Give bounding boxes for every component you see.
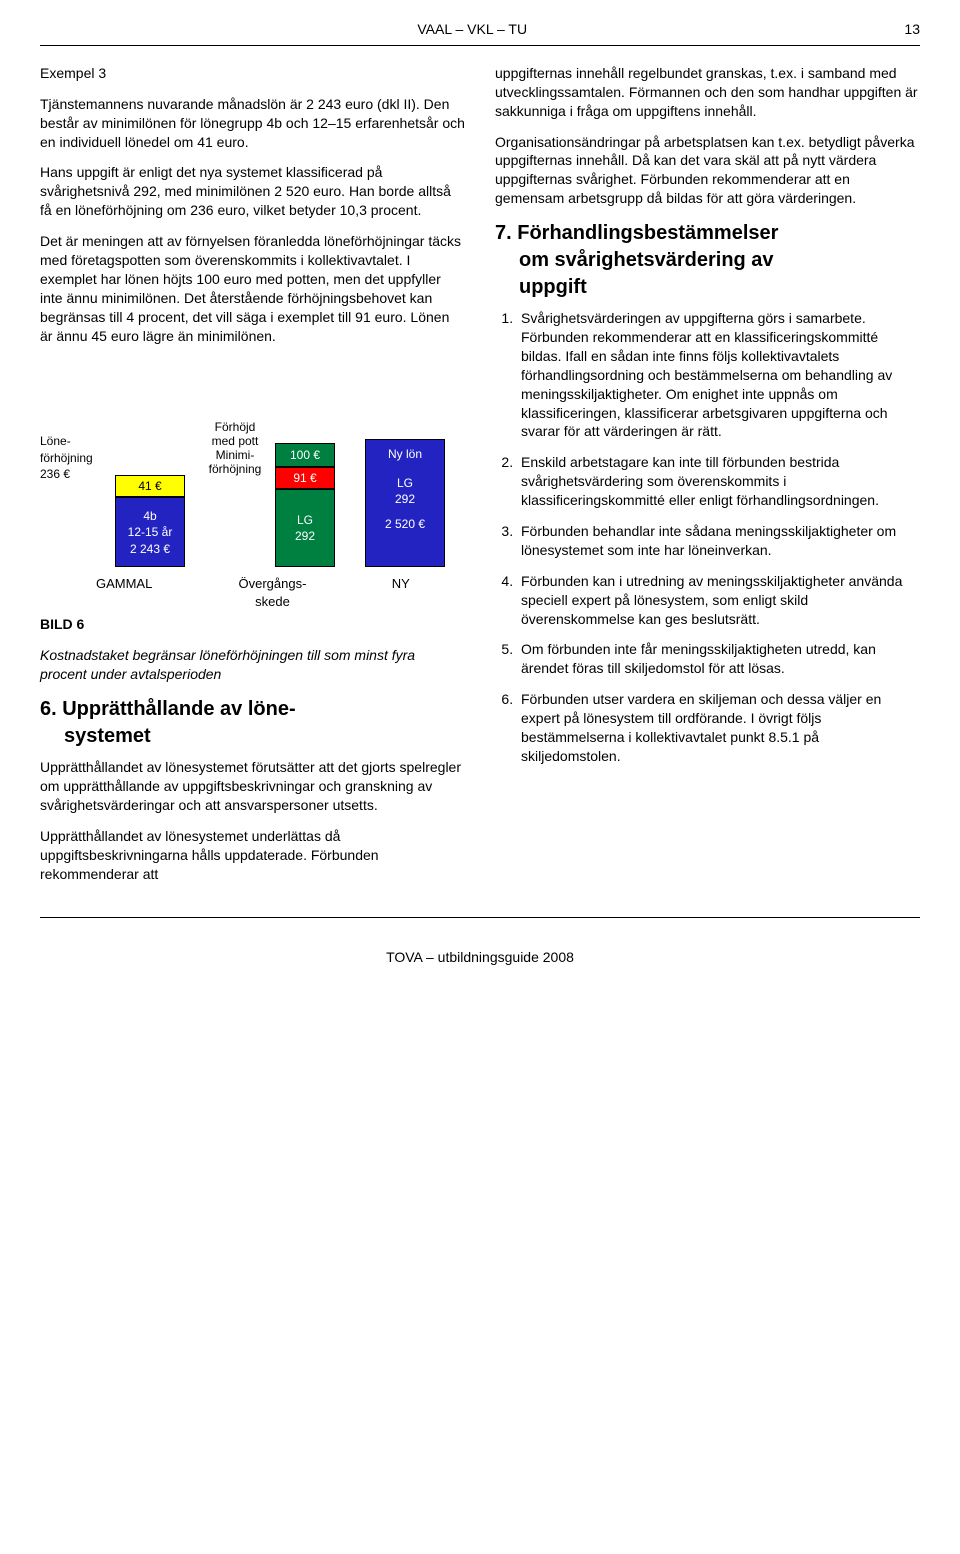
dg-box-lg-l2: 292 [295,528,315,544]
dg-box-right: Ny lön LG 292 2 520 € [365,439,445,567]
dg-box-4b-l1: 4b [143,508,156,524]
sec7-item-1: Svårighetsvärderingen av uppgifterna gör… [517,309,920,441]
dg-box-91: 91 € [275,467,335,489]
footer-rule [40,917,920,918]
right-column: uppgifternas innehåll regelbundet gransk… [495,64,920,896]
salary-diagram: Löne- förhöjning 236 € 41 € 4b 12-15 år … [40,357,465,607]
sec7-item-5: Om förbunden inte får meningsskiljaktigh… [517,640,920,678]
dg-box-41-text: 41 € [138,478,161,494]
dg-box-lg-l1: LG [297,512,313,528]
dg-box-41: 41 € [115,475,185,497]
sec7-item-3: Förbunden behandlar inte sådana meningss… [517,522,920,560]
sec7-item-6: Förbunden utser vardera en skiljeman och… [517,690,920,766]
header-title: VAAL – VKL – TU [40,20,920,39]
dg-mid-top-l3: Minimi- [200,449,270,463]
main-columns: Exempel 3 Tjänstemannens nuvarande månad… [40,64,920,896]
dg-box-100-text: 100 € [290,447,320,463]
bild6-label: BILD 6 [40,615,465,634]
right-p2: Organisationsändringar på arbetsplatsen … [495,133,920,209]
right-p1: uppgifternas innehåll regelbundet gransk… [495,64,920,121]
sec6-p2: Upprätthållandet av lönesystemet underlä… [40,827,465,884]
example-title: Exempel 3 [40,64,465,83]
dg-box-r-l1: LG [397,475,413,491]
sec7-l2: om svårighetsvärdering av [495,247,920,274]
sec6-p1: Upprätthållandet av lönesystemet förutsä… [40,758,465,815]
sec7-l1: 7. Förhandlingsbestämmelser [495,222,778,244]
dg-label-gammal: GAMMAL [49,575,199,610]
dg-mid-topbox: Förhöjd med pott Minimi- förhöjning [200,421,270,476]
dg-mid-top-l2: med pott [200,435,270,449]
left-p2: Hans uppgift är enligt det nya systemet … [40,163,465,220]
dg-right-nylon: Ny lön [366,446,444,462]
left-column: Exempel 3 Tjänstemannens nuvarande månad… [40,64,465,896]
section-6-title: 6. Upprätthållande av löne- systemet [40,696,465,750]
dg-box-lg: LG 292 [275,489,335,567]
sec7-item-4: Förbunden kan i utredning av meningsskil… [517,572,920,629]
sec6-l2: systemet [40,723,465,750]
sec7-list: Svårighetsvärderingen av uppgifterna gör… [495,309,920,766]
sec7-item-2: Enskild arbetstagare kan inte till förbu… [517,453,920,510]
dg-box-91-text: 91 € [293,470,316,486]
footer-text: TOVA – utbildningsguide 2008 [40,948,920,967]
dg-box-4b: 4b 12-15 år 2 243 € [115,497,185,567]
page-number: 13 [904,20,920,39]
dg-label-ny: NY [346,575,456,610]
sec6-l1: 6. Upprätthållande av löne- [40,698,296,720]
dg-label-mid: Övergångs- skede [217,575,327,610]
dg-left-side-label: Löne- förhöjning 236 € [40,433,110,482]
dg-box-100: 100 € [275,443,335,467]
dg-box-4b-l3: 2 243 € [130,541,170,557]
dg-box-r-l4: 2 520 € [385,516,425,532]
header-rule [40,45,920,46]
dg-box-r-l2: 292 [395,491,415,507]
dg-mid-top-l4: förhöjning [200,463,270,477]
dg-box-4b-l2: 12-15 år [128,524,173,540]
sec7-l3: uppgift [495,274,920,301]
section-7-title: 7. Förhandlingsbestämmelser om svårighet… [495,220,920,301]
bild6-caption: Kostnadstaket begränsar löneförhöjningen… [40,646,465,684]
left-p3: Det är meningen att av förnyelsen föranl… [40,232,465,345]
dg-mid-top-l1: Förhöjd [200,421,270,435]
left-p1: Tjänstemannens nuvarande månadslön är 2 … [40,95,465,152]
